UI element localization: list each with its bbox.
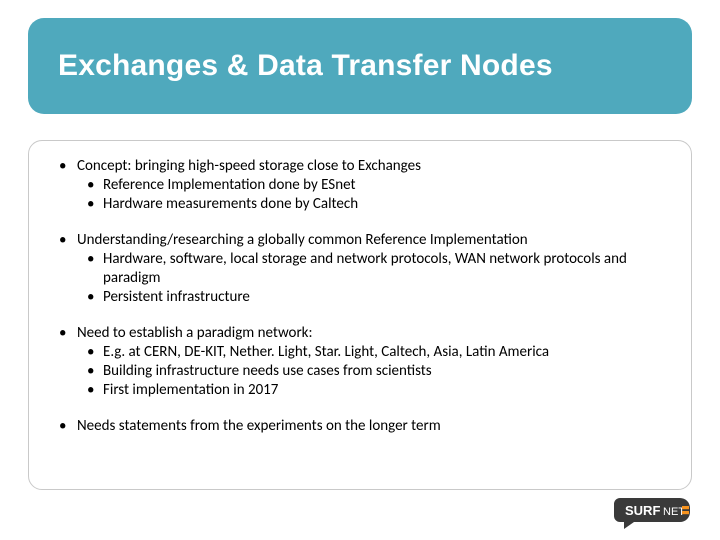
sub-list-item-text: E.g. at CERN, DE-KIT, Nether. Light, Sta… — [103, 343, 549, 361]
sub-list-item-text: Reference Implementation done by ESnet — [103, 176, 356, 194]
sub-list-item: Building infrastructure needs use cases … — [77, 362, 667, 381]
sub-list: Reference Implementation done by ESnetHa… — [77, 176, 667, 214]
sub-list-item: First implementation in 2017 — [77, 381, 667, 400]
sub-list-item-text: First implementation in 2017 — [103, 381, 278, 399]
sub-list: Hardware, software, local storage and ne… — [77, 250, 667, 306]
sub-list-item: Hardware, software, local storage and ne… — [77, 250, 667, 288]
sub-list-item: Hardware measurements done by Caltech — [77, 195, 667, 214]
sub-list-item-text: Hardware, software, local storage and ne… — [103, 250, 627, 287]
list-item-text: Concept: bringing high-speed storage clo… — [77, 157, 421, 175]
list-item-text: Understanding/researching a globally com… — [77, 231, 528, 249]
slide-title: Exchanges & Data Transfer Nodes — [58, 49, 553, 83]
list-item-text: Need to establish a paradigm network: — [77, 324, 313, 342]
logo-brand-text: SURF — [625, 503, 660, 518]
list-item: Understanding/researching a globally com… — [53, 231, 667, 306]
slide-body-panel: Concept: bringing high-speed storage clo… — [28, 140, 692, 490]
sub-list-item: Persistent infrastructure — [77, 288, 667, 307]
sub-list-item-text: Hardware measurements done by Caltech — [103, 195, 358, 213]
sub-list-item: Reference Implementation done by ESnet — [77, 176, 667, 195]
sub-list-item-text: Building infrastructure needs use cases … — [103, 362, 432, 380]
sub-list: E.g. at CERN, DE-KIT, Nether. Light, Sta… — [77, 343, 667, 399]
sub-list-item: E.g. at CERN, DE-KIT, Nether. Light, Sta… — [77, 343, 667, 362]
list-item-text: Needs statements from the experiments on… — [77, 417, 441, 435]
surfnet-logo: SURF NET — [614, 496, 698, 530]
list-item: Need to establish a paradigm network:E.g… — [53, 324, 667, 399]
list-item: Needs statements from the experiments on… — [53, 417, 667, 436]
slide-title-bar: Exchanges & Data Transfer Nodes — [28, 18, 692, 114]
logo-sub-text: NET — [663, 506, 685, 518]
bullet-list: Concept: bringing high-speed storage clo… — [53, 157, 667, 436]
sub-list-item-text: Persistent infrastructure — [103, 288, 250, 306]
list-item: Concept: bringing high-speed storage clo… — [53, 157, 667, 213]
